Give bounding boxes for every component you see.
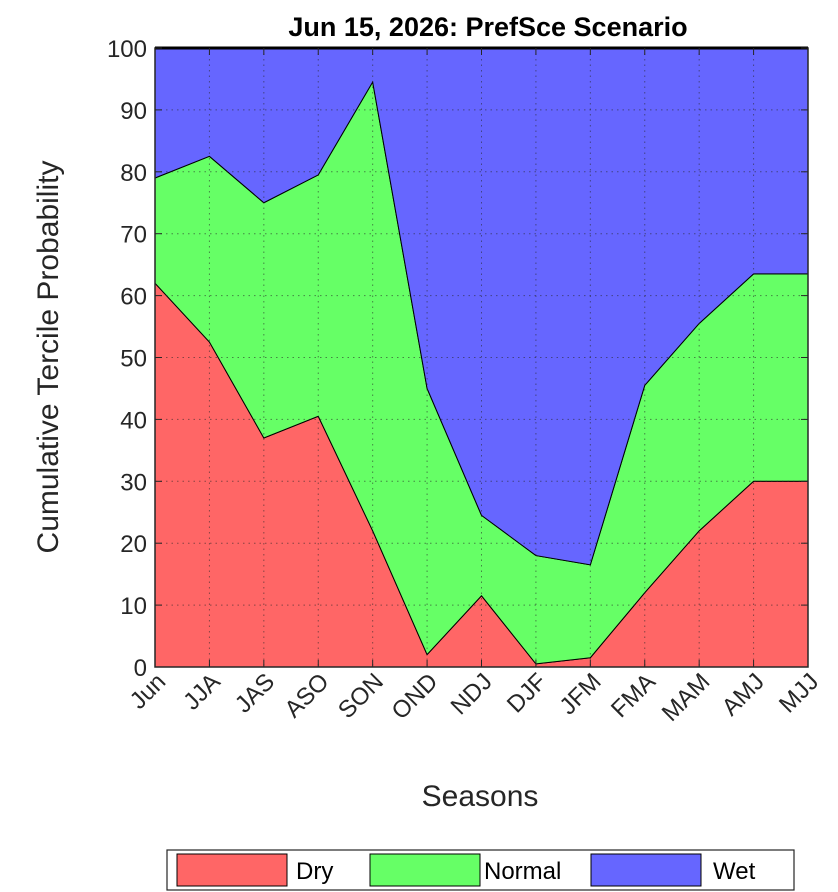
x-tick-label: JFM bbox=[554, 668, 606, 720]
legend-label-dry: Dry bbox=[296, 858, 333, 885]
x-tick-label: Jun bbox=[125, 668, 171, 714]
x-tick-label: SON bbox=[333, 668, 389, 724]
x-axis-label: Seasons bbox=[422, 780, 539, 813]
y-axis-label: Cumulative Tercile Probability bbox=[32, 161, 65, 554]
x-tick-label: ASO bbox=[280, 668, 335, 723]
y-tick-label: 30 bbox=[120, 469, 147, 496]
y-tick-label: 60 bbox=[120, 284, 147, 311]
x-tick-label: MAM bbox=[657, 668, 716, 727]
legend-label-normal: Normal bbox=[484, 858, 561, 885]
x-tick-label: JJA bbox=[178, 668, 225, 715]
y-tick-label: 100 bbox=[107, 36, 147, 63]
y-tick-label: 40 bbox=[120, 407, 147, 434]
x-tick-label: MJJ bbox=[774, 668, 824, 718]
grid-lines bbox=[155, 48, 808, 667]
y-tick-label: 10 bbox=[120, 593, 147, 620]
y-tick-label: 70 bbox=[120, 222, 147, 249]
legend: Dry Normal Wet bbox=[166, 849, 795, 891]
x-tick-label: AMJ bbox=[717, 668, 770, 721]
legend-label-wet: Wet bbox=[713, 858, 756, 885]
y-tick-label: 90 bbox=[120, 98, 147, 125]
x-tick-label: FMA bbox=[606, 668, 661, 723]
legend-swatch-dry bbox=[176, 853, 288, 887]
y-tick-label: 80 bbox=[120, 160, 147, 187]
x-tick-label: DJF bbox=[502, 668, 552, 718]
y-tick-label: 20 bbox=[120, 531, 147, 558]
chart-title: Jun 15, 2026: PrefSce Scenario bbox=[288, 12, 687, 42]
y-tick-label: 0 bbox=[134, 655, 147, 682]
y-tick-label: 50 bbox=[120, 346, 147, 373]
legend-swatch-wet bbox=[590, 853, 702, 887]
x-tick-label: OND bbox=[387, 668, 444, 725]
x-tick-label: JAS bbox=[230, 668, 280, 718]
x-tick-label: NDJ bbox=[446, 668, 498, 720]
legend-swatch-normal bbox=[369, 853, 481, 887]
